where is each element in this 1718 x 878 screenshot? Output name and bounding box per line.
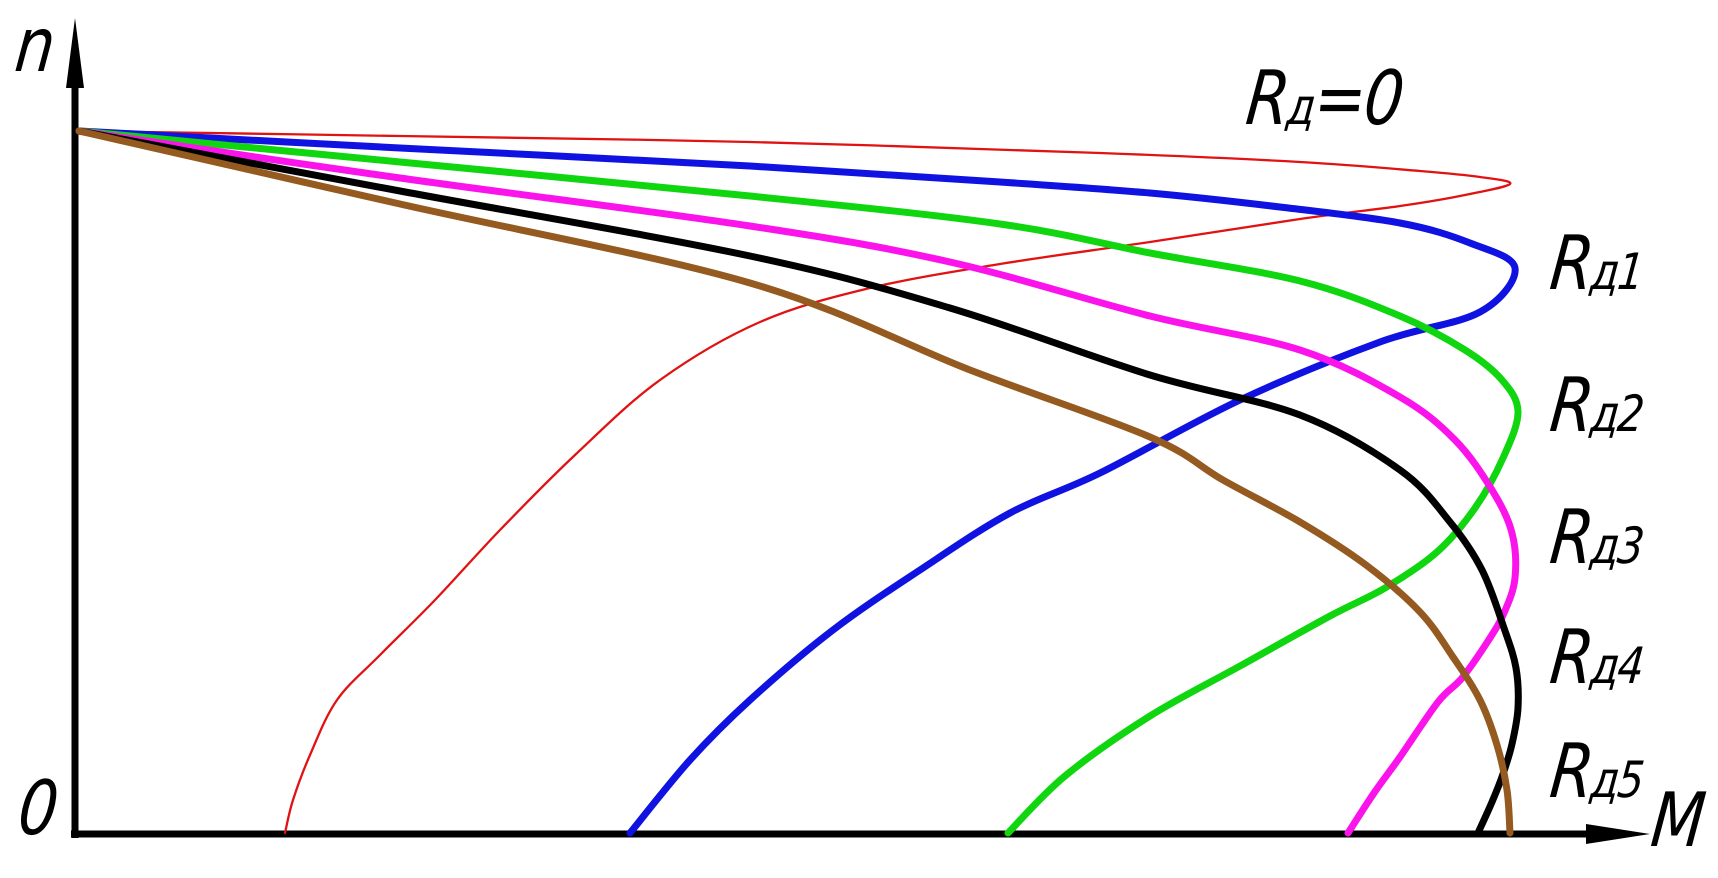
origin-label: 0 [14,764,61,852]
curve-label-rd1: Rд1 [1546,219,1647,307]
curve-rd5 [75,127,1514,837]
label-sub: д5 [1588,751,1646,809]
curve-rd2 [75,127,1522,837]
x-axis-label: M [1647,776,1708,864]
curve-label-rd3: Rд3 [1546,493,1647,581]
curve-label-rd0: Rд=0 [1242,54,1406,142]
label-tail: =0 [1310,54,1407,142]
curve-rd4 [75,127,1522,837]
label-sub: д2 [1588,385,1646,443]
curve-rd1 [75,127,1519,837]
curve-label-rd2: Rд2 [1546,361,1647,449]
label-sub: д1 [1588,243,1646,301]
label-sub: д3 [1588,517,1646,575]
x-axis-label-text: M [1647,776,1709,864]
x-axis-arrow-icon [1586,824,1650,844]
y-axis-arrow-icon [66,18,84,88]
curve-rd3 [75,127,1520,837]
curve-rd0 [77,129,1512,835]
label-sub: д4 [1588,637,1646,695]
curve-label-rd4: Rд4 [1546,613,1647,701]
curve-label-rd5: Rд5 [1546,727,1647,815]
y-axis-label: n [11,1,58,89]
